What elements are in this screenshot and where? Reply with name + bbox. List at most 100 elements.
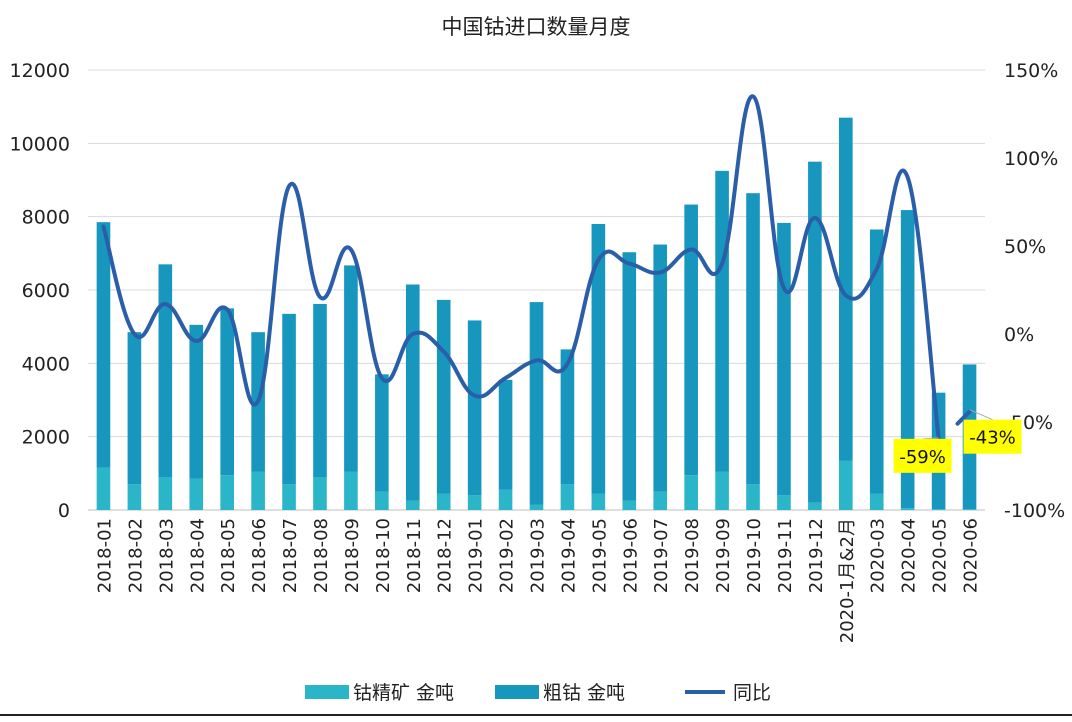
bar-cobalt-concentrate <box>499 490 513 510</box>
bar-crude-cobalt <box>530 302 544 504</box>
bar-cobalt-concentrate <box>684 475 698 510</box>
bar-crude-cobalt <box>344 265 358 471</box>
bar-cobalt-concentrate <box>808 503 822 510</box>
y-right-tick-label: 150% <box>1004 60 1058 82</box>
x-tick-label: 2018-06 <box>249 518 270 593</box>
bar-cobalt-concentrate <box>344 472 358 511</box>
x-tick-label: 2020-05 <box>930 518 951 593</box>
x-tick-label: 2019-09 <box>713 518 734 593</box>
y-left-tick-label: 10000 <box>10 133 70 155</box>
x-tick-label: 2019-12 <box>806 518 827 593</box>
bar-cobalt-concentrate <box>468 495 482 510</box>
y-left-tick-label: 4000 <box>22 353 70 375</box>
bar-crude-cobalt <box>97 222 111 468</box>
bar-cobalt-concentrate <box>932 509 946 510</box>
bar-crude-cobalt <box>808 162 822 503</box>
y-left-tick-label: 12000 <box>10 60 70 82</box>
bar-cobalt-concentrate <box>128 484 142 510</box>
x-tick-label: 2020-1月&2月 <box>837 518 858 643</box>
annotation-label: -59% <box>899 447 946 468</box>
x-tick-label: 2018-12 <box>435 518 456 593</box>
legend-swatch <box>305 685 349 699</box>
bottom-border <box>0 714 1072 716</box>
x-tick-label: 2018-05 <box>218 518 239 593</box>
bar-crude-cobalt <box>653 245 667 492</box>
bar-cobalt-concentrate <box>97 468 111 510</box>
bar-crude-cobalt <box>715 171 729 472</box>
bar-cobalt-concentrate <box>901 508 915 510</box>
bar-cobalt-concentrate <box>777 495 791 510</box>
bar-cobalt-concentrate <box>870 494 884 511</box>
bar-cobalt-concentrate <box>561 484 575 510</box>
legend-swatch <box>495 685 539 699</box>
bar-crude-cobalt <box>282 314 296 485</box>
bar-crude-cobalt <box>159 264 173 477</box>
x-tick-label: 2020-03 <box>868 518 889 593</box>
legend: 钴精矿 金吨 粗钴 金吨 同比 <box>305 682 771 704</box>
x-tick-label: 2019-07 <box>651 518 672 593</box>
bar-crude-cobalt <box>499 380 513 490</box>
y-right-tick-label: 100% <box>1004 148 1058 170</box>
x-tick-label: 2019-01 <box>466 518 487 593</box>
bar-cobalt-concentrate <box>189 479 203 510</box>
x-tick-label: 2018-08 <box>311 518 332 593</box>
bar-crude-cobalt <box>189 325 203 479</box>
x-tick-label: 2020-06 <box>961 518 982 593</box>
y-right-tick-label: 50% <box>1004 236 1046 258</box>
bar-crude-cobalt <box>220 308 234 475</box>
bar-cobalt-concentrate <box>746 484 760 510</box>
bar-cobalt-concentrate <box>839 461 853 511</box>
bar-cobalt-concentrate <box>963 509 977 510</box>
x-tick-label: 2019-08 <box>682 518 703 593</box>
x-tick-label: 2019-04 <box>558 518 579 593</box>
x-tick-label: 2019-10 <box>744 518 765 593</box>
x-tick-label: 2018-04 <box>187 518 208 593</box>
y-left-tick-label: 2000 <box>22 427 70 449</box>
legend-label: 钴精矿 金吨 <box>353 682 454 704</box>
bar-cobalt-concentrate <box>251 472 265 511</box>
bar-crude-cobalt <box>746 193 760 484</box>
bar-crude-cobalt <box>437 300 451 494</box>
bar-cobalt-concentrate <box>406 501 420 510</box>
bar-crude-cobalt <box>128 332 142 484</box>
chart-title: 中国钴进口数量月度 <box>442 15 631 39</box>
bar-cobalt-concentrate <box>282 484 296 510</box>
y-left-tick-label: 6000 <box>22 280 70 302</box>
legend-label: 同比 <box>733 682 771 704</box>
x-axis-labels: 2018-01 2018-02 2018-03 2018-04 2018-05 2018-… <box>94 518 981 643</box>
bar-cobalt-concentrate <box>313 477 327 510</box>
x-tick-label: 2019-11 <box>775 518 796 593</box>
bar-crude-cobalt <box>592 224 606 494</box>
x-tick-label: 2019-05 <box>589 518 610 593</box>
bar-cobalt-concentrate <box>159 477 173 510</box>
bar-cobalt-concentrate <box>622 501 636 510</box>
legend-label: 粗钴 金吨 <box>543 682 625 704</box>
x-tick-label: 2018-01 <box>94 518 115 593</box>
x-tick-label: 2018-07 <box>280 518 301 593</box>
y-left-tick-label: 8000 <box>22 207 70 229</box>
bar-cobalt-concentrate <box>220 475 234 510</box>
bar-crude-cobalt <box>684 205 698 476</box>
bar-cobalt-concentrate <box>530 505 544 511</box>
x-tick-label: 2020-04 <box>899 518 920 593</box>
bar-cobalt-concentrate <box>437 494 451 511</box>
bar-crude-cobalt <box>375 374 389 491</box>
x-tick-label: 2019-06 <box>620 518 641 593</box>
y-right-tick-label: 0% <box>1004 324 1034 346</box>
x-tick-label: 2018-09 <box>342 518 363 593</box>
x-tick-label: 2019-02 <box>497 518 518 593</box>
x-tick-label: 2019-03 <box>528 518 549 593</box>
bar-crude-cobalt <box>406 285 420 501</box>
y-right-tick-label: -100% <box>1004 500 1065 522</box>
bar-crude-cobalt <box>622 252 636 501</box>
bar-cobalt-concentrate <box>715 472 729 511</box>
y-left-tick-label: 0 <box>58 500 70 522</box>
x-tick-label: 2018-11 <box>404 518 425 593</box>
x-tick-label: 2018-03 <box>156 518 177 593</box>
bar-cobalt-concentrate <box>653 492 667 510</box>
x-tick-label: 2018-02 <box>125 518 146 593</box>
bar-cobalt-concentrate <box>592 494 606 511</box>
annotation-label: -43% <box>969 428 1016 449</box>
